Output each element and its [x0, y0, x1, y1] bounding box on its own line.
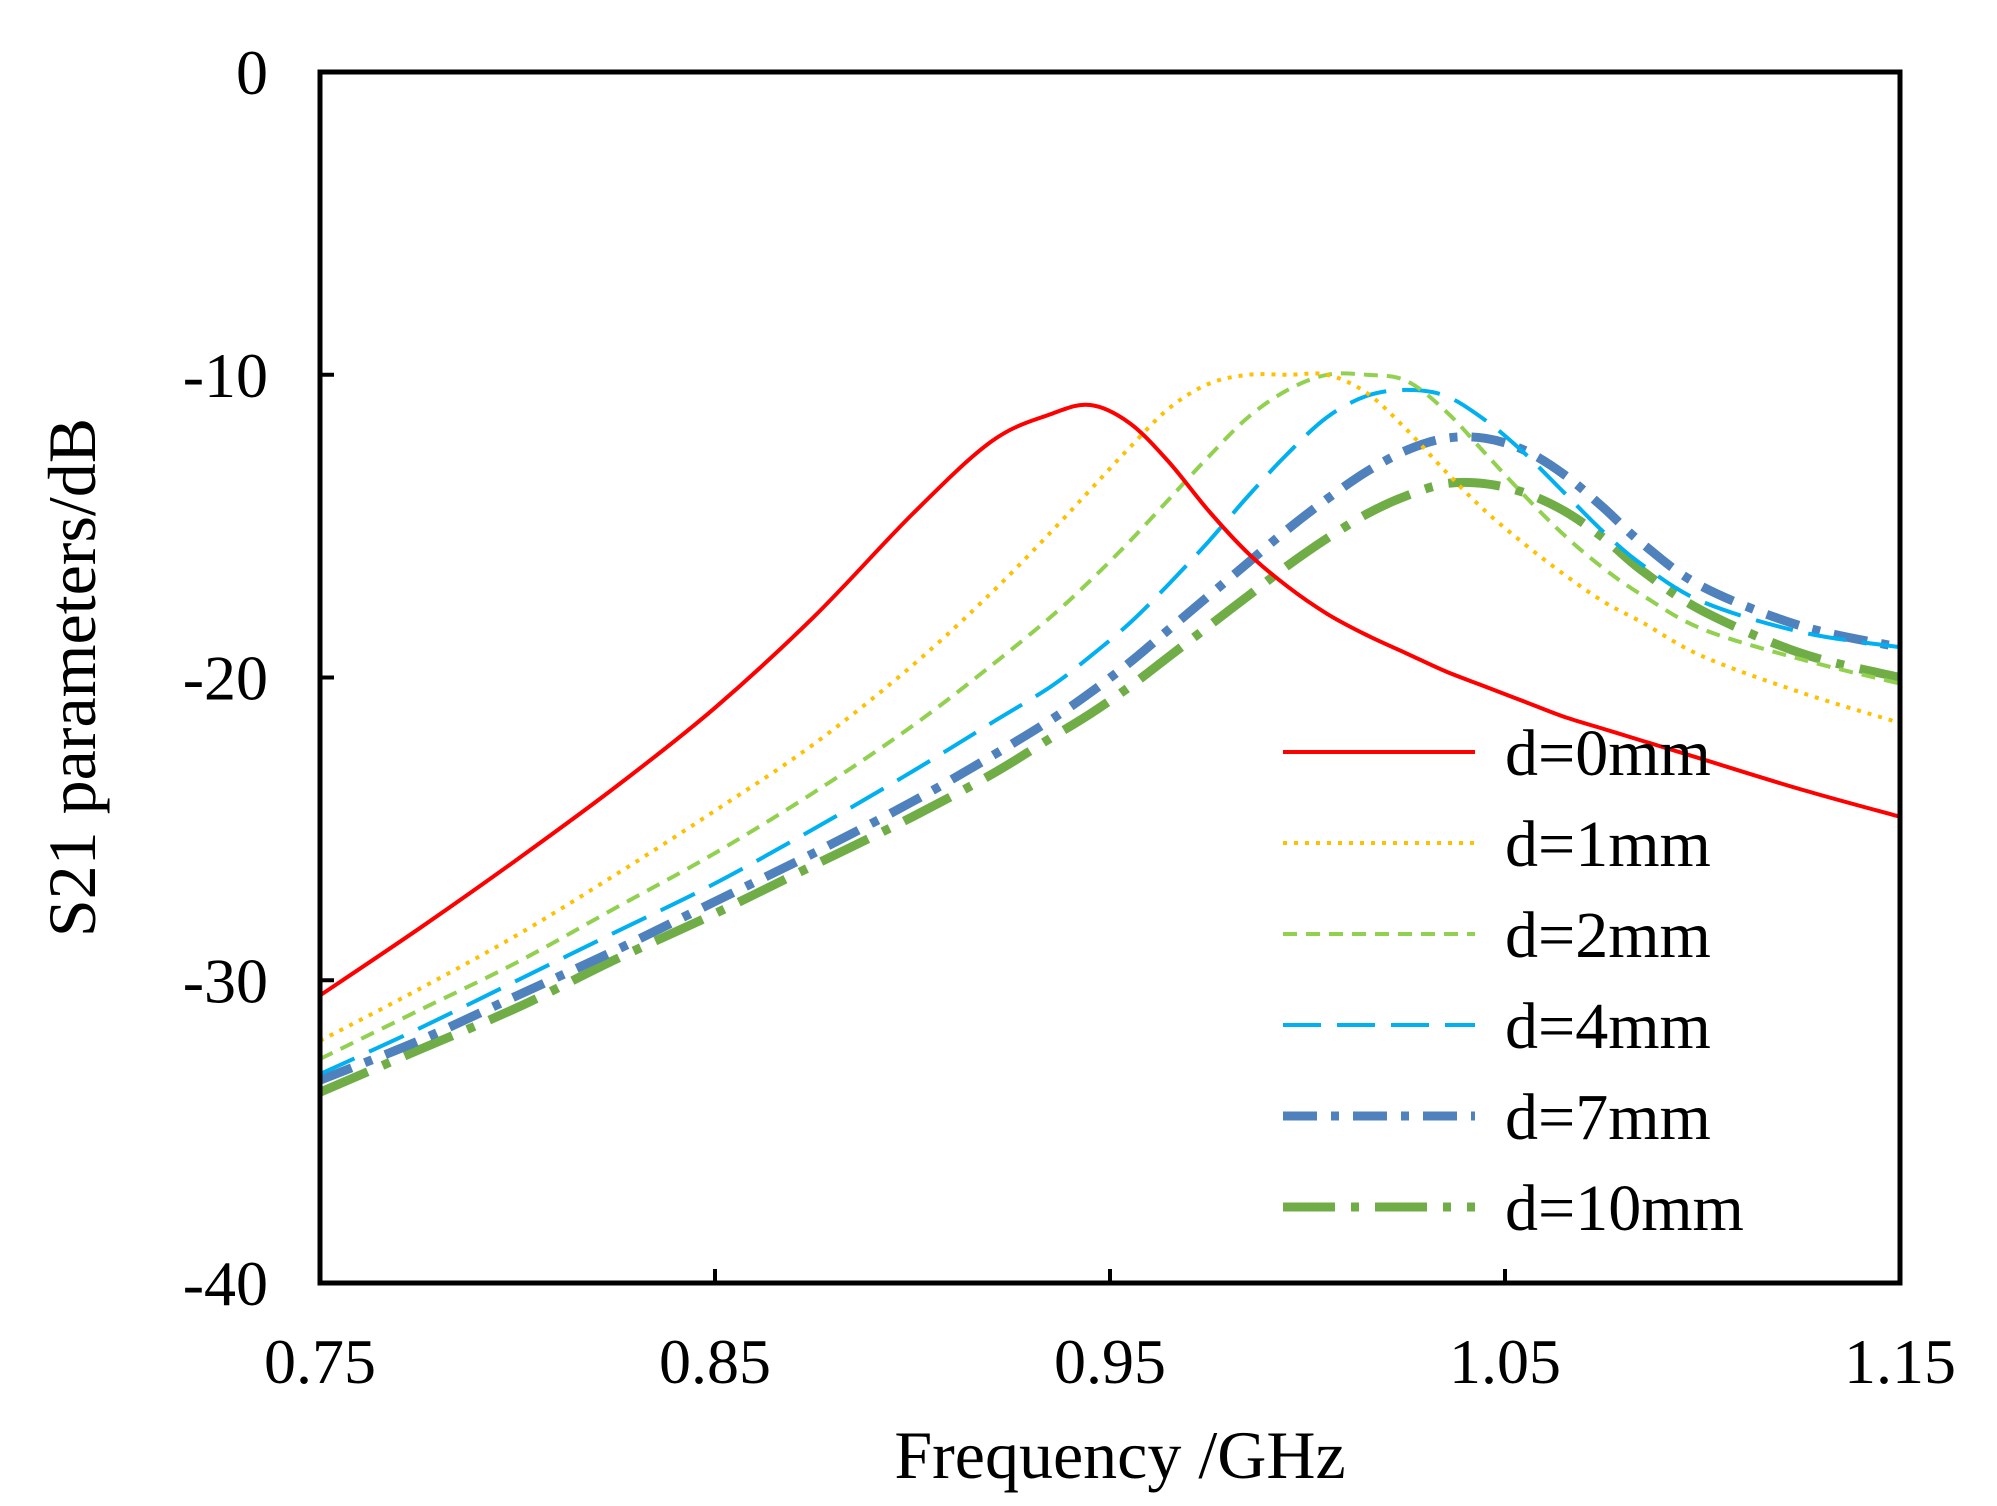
legend-label: d=2mm: [1505, 899, 1711, 972]
tick-label-layer: 0.75 0.85 0.95 1.05 1.15 0 -10 -20 -30 -40: [183, 37, 1956, 1397]
series-line-d-2mm: [319, 371, 1901, 1061]
y-tick-label: -40: [183, 1248, 268, 1319]
legend: d=0mm d=1mm d=2mm d=4mm d=7mm d=10mm: [1283, 717, 1744, 1245]
y-tick-label: -10: [183, 340, 268, 411]
y-tick-label: -30: [183, 945, 268, 1016]
x-tick-label: 1.05: [1449, 1326, 1561, 1397]
series-line-d-0mm: [318, 402, 1901, 998]
series-line-d-4mm: [319, 387, 1901, 1076]
legend-label: d=4mm: [1505, 990, 1711, 1063]
series-line-d-10mm: [318, 477, 1902, 1097]
x-tick-label: 1.15: [1844, 1326, 1956, 1397]
legend-label: d=1mm: [1505, 808, 1711, 881]
series-line-d-7mm: [318, 432, 1901, 1085]
series-layer: [318, 371, 1902, 1097]
plot-area-frame: [317, 69, 1903, 1286]
y-axis-title: S21 parameters/dB: [34, 418, 110, 937]
x-axis-title: Frequency /GHz: [894, 1417, 1345, 1493]
legend-label: d=7mm: [1505, 1081, 1711, 1154]
y-tick-label: -20: [183, 643, 268, 714]
x-tick-label: 0.85: [659, 1326, 771, 1397]
y-tick-label: 0: [236, 37, 268, 108]
legend-label: d=0mm: [1505, 717, 1711, 790]
legend-label: d=10mm: [1505, 1172, 1744, 1245]
x-tick-label: 0.95: [1054, 1326, 1166, 1397]
x-tick-label: 0.75: [264, 1326, 376, 1397]
series-line-d-1mm: [319, 371, 1901, 1043]
